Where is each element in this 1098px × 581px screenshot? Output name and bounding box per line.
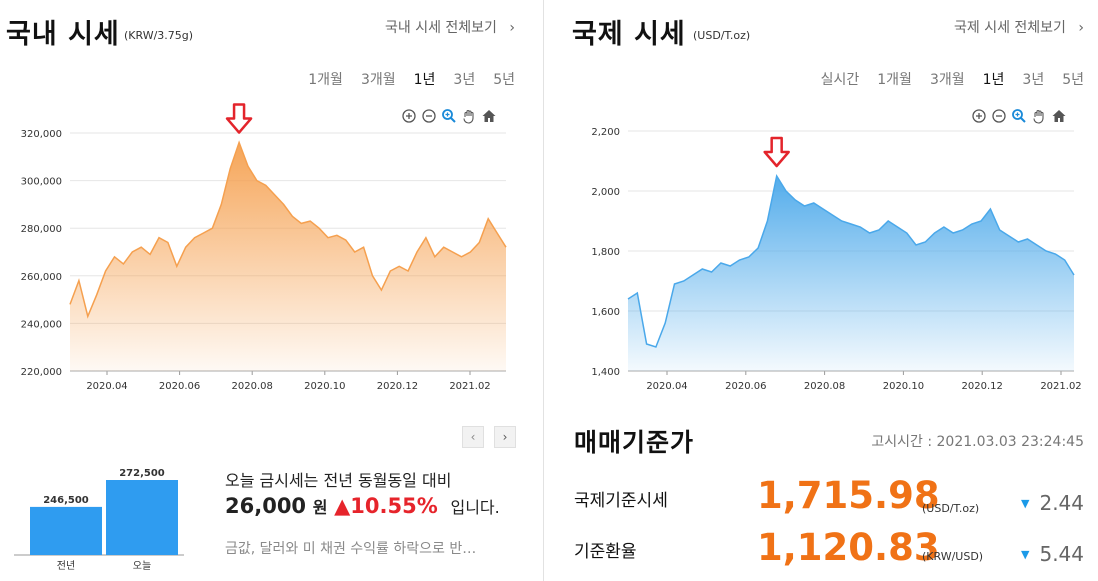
domestic-chart-tools: [401, 108, 497, 124]
domestic-title: 국내 시세: [6, 19, 120, 50]
y-tick-label: 2,000: [591, 187, 620, 198]
international-period-tabs: 실시간 1개월 3개월 1년 3년 5년: [803, 69, 1084, 89]
tab-5y[interactable]: 5년: [493, 72, 515, 88]
intl-base-price-label: 국제기준시세: [574, 491, 668, 511]
y-tick-label: 260,000: [21, 272, 62, 283]
peak-arrow-icon: [763, 136, 790, 168]
trade-base-price-title: 매매기준가: [574, 428, 695, 457]
tab-realtime[interactable]: 실시간: [820, 72, 860, 88]
intl-base-price-unit: (USD/T.oz): [922, 502, 980, 515]
bar-value-label: 246,500: [43, 495, 89, 506]
x-tick-label: 2020.10: [304, 381, 345, 392]
bar-value-label: 272,500: [119, 468, 165, 479]
compare-bar: [106, 480, 178, 555]
tab-1m[interactable]: 1개월: [877, 72, 912, 88]
magnifier-icon[interactable]: [1011, 108, 1027, 124]
tab-3y[interactable]: 3년: [453, 72, 476, 88]
x-tick-label: 2020.12: [377, 381, 418, 392]
magnifier-icon[interactable]: [441, 108, 457, 124]
y-tick-label: 220,000: [21, 367, 62, 378]
tab-1y[interactable]: 1년: [982, 72, 1005, 88]
y-tick-label: 1,400: [591, 367, 620, 378]
pan-hand-icon[interactable]: [461, 108, 477, 124]
home-icon[interactable]: [1051, 108, 1067, 124]
tab-3m[interactable]: 3개월: [929, 72, 965, 88]
year-compare-bar-chart: 246,500 전년 272,500 오늘: [14, 468, 184, 572]
domestic-price-chart: 320,000 300,000 280,000 260,000 240,000 220,0…: [21, 103, 507, 392]
y-tick-label: 320,000: [21, 129, 62, 140]
zoom-out-icon[interactable]: [991, 108, 1007, 124]
international-price-chart: 2,200 2,000 1,800 1,600 1,400 2020.04 2020.06 2…: [591, 127, 1081, 392]
y-tick-label: 2,200: [591, 127, 620, 138]
bar-category-label: 전년: [57, 560, 75, 572]
home-icon[interactable]: [481, 108, 497, 124]
compare-result: 26,000 원 ▲10.55% 입니다.: [225, 494, 500, 518]
x-tick-label: 2020.12: [962, 381, 1003, 392]
x-tick-label: 2020.06: [725, 381, 766, 392]
triangle-down-icon: ▼: [1021, 497, 1030, 510]
diff-amount: 26,000: [225, 494, 307, 518]
next-button[interactable]: ›: [494, 426, 516, 448]
pan-hand-icon[interactable]: [1031, 108, 1047, 124]
x-tick-label: 2021.02: [449, 381, 490, 392]
x-tick-label: 2020.04: [646, 381, 687, 392]
chevron-right-icon: ›: [509, 20, 515, 36]
diff-unit: 원: [312, 498, 328, 517]
zoom-in-icon[interactable]: [401, 108, 417, 124]
intl-base-price-change: ▼ 2.44: [1021, 491, 1084, 515]
tab-1m[interactable]: 1개월: [308, 72, 343, 88]
exchange-rate-value: 1,120.83: [757, 526, 940, 569]
international-unit: (USD/T.oz): [693, 29, 751, 42]
x-tick-label: 2020.08: [804, 381, 845, 392]
y-tick-label: 300,000: [21, 177, 62, 188]
y-tick-label: 240,000: [21, 319, 62, 330]
tab-1y[interactable]: 1년: [413, 72, 436, 88]
bar-category-label: 오늘: [133, 560, 151, 572]
zoom-in-icon[interactable]: [971, 108, 987, 124]
chevron-left-icon: ‹: [470, 430, 476, 444]
triangle-down-icon: ▼: [1021, 548, 1030, 561]
intl-base-price-value: 1,715.98: [757, 474, 940, 517]
international-chart-tools: [971, 108, 1067, 124]
chevron-right-icon: ›: [502, 430, 508, 444]
news-headline-link[interactable]: 금값, 달러와 미 채권 수익률 하락으로 반…: [225, 541, 477, 557]
peak-arrow-icon: [225, 103, 253, 134]
exchange-rate-change: ▼ 5.44: [1021, 542, 1084, 566]
price-area: [628, 176, 1074, 371]
price-line: [627, 174, 1075, 348]
compare-bar: [30, 506, 102, 555]
international-panel: 국제 시세 (USD/T.oz) 국제 시세 전체보기 › 실시간 1개월 3개…: [545, 0, 1098, 581]
international-title: 국제 시세: [572, 19, 686, 50]
domestic-panel: 국내 시세 (KRW/3.75g) 국내 시세 전체보기 › 1개월 3개월 1…: [0, 0, 544, 581]
domestic-period-tabs: 1개월 3개월 1년 3년 5년: [290, 69, 515, 89]
prev-button[interactable]: ‹: [462, 426, 484, 448]
tab-3m[interactable]: 3개월: [360, 72, 396, 88]
y-tick-label: 1,800: [591, 247, 620, 258]
x-tick-label: 2021.02: [1040, 381, 1081, 392]
y-tick-label: 280,000: [21, 224, 62, 235]
tab-5y[interactable]: 5년: [1062, 72, 1084, 88]
zoom-out-icon[interactable]: [421, 108, 437, 124]
domestic-view-all-link[interactable]: 국내 시세 전체보기 ›: [384, 20, 515, 36]
x-tick-label: 2020.06: [159, 381, 200, 392]
announce-time: 고시시간 : 2021.03.03 23:24:45: [871, 434, 1084, 450]
x-tick-label: 2020.08: [232, 381, 273, 392]
x-tick-label: 2020.10: [883, 381, 924, 392]
diff-percent: ▲10.55%: [334, 494, 438, 518]
diff-tail: 입니다.: [450, 498, 500, 517]
y-tick-label: 1,600: [591, 307, 620, 318]
chevron-right-icon: ›: [1078, 20, 1084, 36]
tab-3y[interactable]: 3년: [1022, 72, 1045, 88]
price-area: [70, 142, 506, 371]
international-view-all-link[interactable]: 국제 시세 전체보기 ›: [953, 20, 1084, 36]
exchange-rate-label: 기준환율: [574, 542, 637, 562]
price-line: [69, 140, 507, 319]
domestic-unit: (KRW/3.75g): [124, 29, 194, 42]
x-tick-label: 2020.04: [86, 381, 127, 392]
exchange-rate-unit: (KRW/USD): [922, 550, 984, 563]
compare-message: 오늘 금시세는 전년 동월동일 대비: [225, 471, 452, 490]
